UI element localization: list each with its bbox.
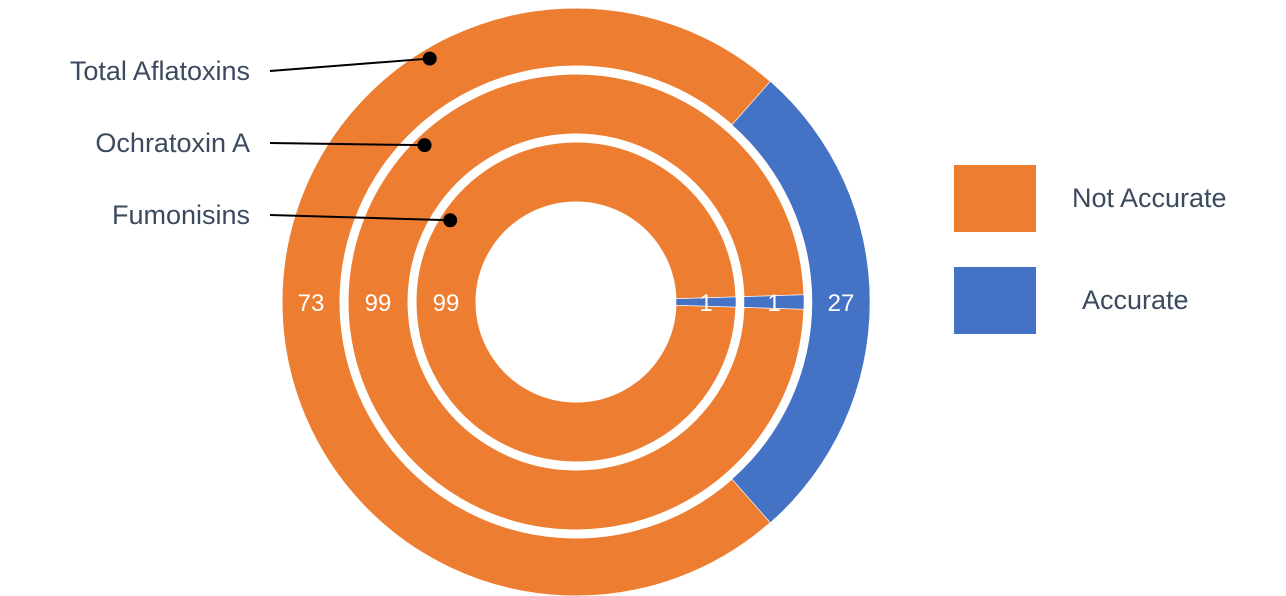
callout-dot-fumonisins <box>443 213 458 228</box>
callout-dot-total-aflatoxins <box>422 51 437 66</box>
slice-ochratoxin-a-accurate <box>743 294 805 310</box>
ring-label-fumonisins: Fumonisins <box>112 200 250 230</box>
legend-swatch-accurate <box>954 267 1036 334</box>
value-labels-group: 73 27 99 1 99 1 <box>298 290 855 317</box>
rings-group <box>281 7 871 596</box>
data-label-total-aflatoxins-not-accurate: 73 <box>298 290 325 317</box>
callout-dot-ochratoxin-a <box>417 138 432 153</box>
data-label-ochratoxin-a-not-accurate: 99 <box>365 290 392 317</box>
slice-fumonisins-accurate <box>675 296 737 308</box>
ring-label-total-aflatoxins: Total Aflatoxins <box>70 56 250 86</box>
callout-line-fumonisins <box>269 214 451 222</box>
callout-line-ochratoxin-a <box>269 142 425 147</box>
ring-callouts-group: Total Aflatoxins Ochratoxin A Fumonisins <box>70 51 458 230</box>
slice-ochratoxin-a-not-accurate <box>347 73 805 531</box>
data-label-fumonisins-accurate: 1 <box>699 290 712 317</box>
legend: Not Accurate Accurate <box>954 165 1227 334</box>
legend-label-accurate: Accurate <box>1082 285 1189 315</box>
slice-total-aflatoxins-not-accurate <box>281 7 772 596</box>
ring-label-ochratoxin-a: Ochratoxin A <box>95 128 250 158</box>
slice-fumonisins-not-accurate <box>415 141 737 463</box>
legend-swatch-not-accurate <box>954 165 1036 232</box>
data-label-total-aflatoxins-accurate: 27 <box>828 290 855 317</box>
legend-label-not-accurate: Not Accurate <box>1072 183 1227 213</box>
data-label-fumonisins-not-accurate: 99 <box>433 290 460 317</box>
slice-total-aflatoxins-accurate <box>731 81 871 523</box>
data-label-ochratoxin-a-accurate: 1 <box>767 290 780 317</box>
callout-line-total-aflatoxins <box>269 57 430 72</box>
